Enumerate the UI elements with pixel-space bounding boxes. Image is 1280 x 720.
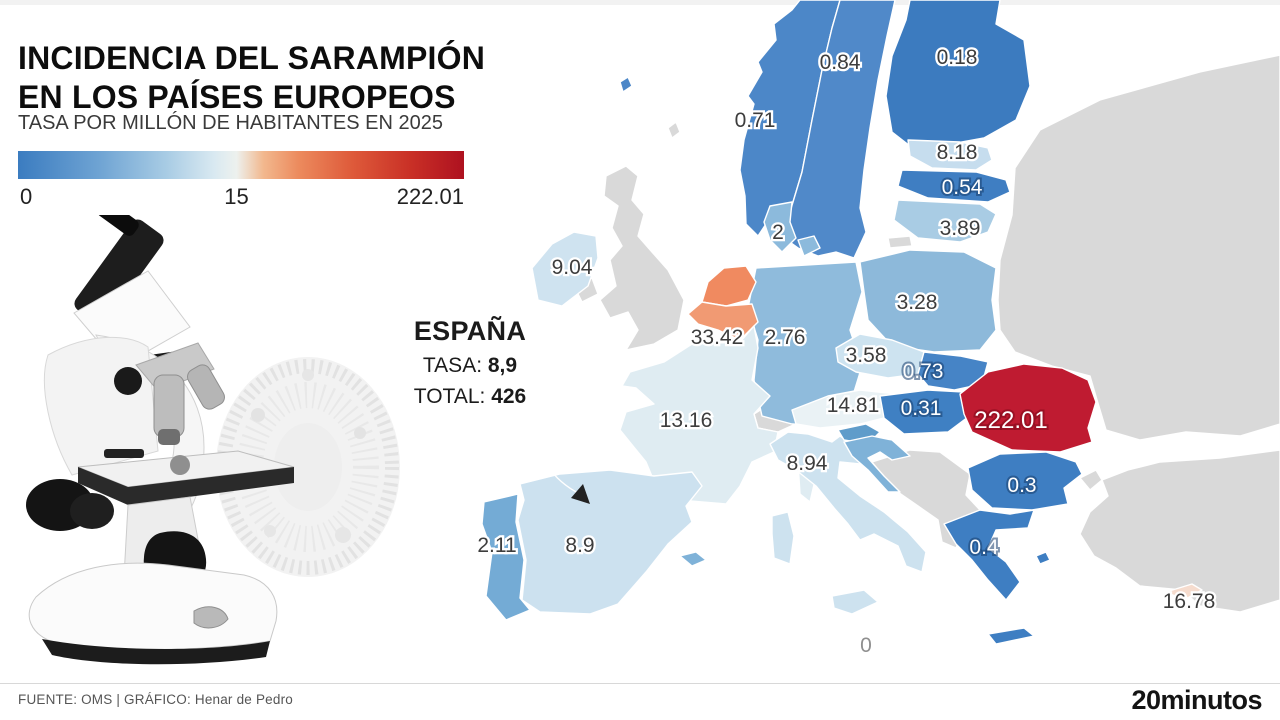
country-denmark (763, 201, 797, 253)
spain-callout-arrow (527, 419, 590, 504)
country-sweden (783, 0, 896, 259)
country-shetland (667, 121, 681, 139)
country-faroe-islands (619, 76, 633, 93)
spain-callout-title: ESPAÑA (413, 316, 527, 346)
country-france (619, 325, 779, 505)
value-label-austria: 14.81 (827, 394, 880, 417)
country-bulgaria (967, 451, 1083, 511)
country-romania (959, 363, 1097, 453)
value-label-finland: 0.18 (937, 46, 978, 69)
country-balearic-islands (679, 551, 707, 567)
value-label-czechia: 3.58 (846, 344, 887, 367)
value-label-norway: 0.71 (735, 109, 776, 132)
country-greek-islands (1035, 551, 1051, 565)
europe-choropleth-map: 0.71 0.84 0.18 8.18 0.54 3.89 2 9.04 33.… (475, 0, 1280, 659)
total-label: TOTAL: (413, 385, 486, 408)
country-turkey (1079, 449, 1280, 613)
country-hungary (879, 389, 973, 435)
country-portugal (481, 493, 531, 621)
page-subtitle: TASA POR MILLÓN DE HABITANTES EN 2025 (18, 112, 443, 134)
footer-divider (0, 683, 1280, 684)
spain-callout: ESPAÑA TASA: 8,9 TOTAL: 426 (394, 316, 546, 409)
value-label-netherlands: 33.42 (691, 326, 744, 349)
country-finland (885, 0, 1031, 147)
tasa-label: TASA: (422, 354, 483, 377)
color-scale-gradient-bar (18, 151, 464, 179)
country-slovakia (917, 351, 989, 391)
value-label-lithuania: 3.89 (940, 217, 981, 240)
value-label-estonia: 8.18 (937, 141, 978, 164)
value-label-sweden: 0.84 (820, 51, 861, 74)
scale-max-label: 222.01 (396, 184, 464, 209)
country-denmark-island (797, 235, 821, 257)
source-credit: FUENTE: OMS | GRÁFICO: Henar de Pedro (18, 692, 293, 707)
value-label-italy: 8.94 (787, 452, 828, 475)
country-belgium (687, 301, 759, 341)
spain-callout-tasa: TASA: 8,9 (394, 354, 546, 378)
value-label-latvia: 0.54 (942, 176, 983, 199)
country-kaliningrad (887, 235, 913, 249)
color-scale-labels: 0 15 222.01 (18, 184, 464, 212)
scale-min-label: 0 (20, 184, 33, 209)
country-estonia (907, 139, 993, 171)
country-turkey-thrace (1079, 469, 1103, 491)
value-label-portugal: 2.11 (477, 534, 516, 557)
country-italy (769, 431, 927, 573)
value-label-denmark: 2 (772, 221, 784, 244)
country-russia-belarus-ukraine (997, 54, 1280, 441)
tasa-value: 8,9 (487, 354, 518, 377)
brand-logo: 20minutos (1131, 685, 1262, 715)
value-label-greece: 0.4 (969, 536, 999, 559)
country-united-kingdom (599, 165, 685, 351)
value-label-malta: 0 (860, 634, 872, 657)
country-sicily (831, 589, 879, 615)
spain-callout-total: TOTAL: 426 (394, 385, 546, 409)
country-lithuania (893, 199, 997, 243)
country-netherlands (701, 265, 757, 307)
country-sardinia (771, 511, 795, 565)
value-label-slovakia: 0.73 (903, 360, 944, 383)
value-label-france: 13.16 (660, 409, 713, 432)
microscope-body (26, 215, 295, 665)
value-label-bulgaria: 0.3 (1007, 474, 1036, 497)
page-title: INCIDENCIA DEL SARAMPIÓN EN LOS PAÍSES E… (18, 39, 485, 117)
scale-mid-label: 15 (224, 184, 249, 209)
total-value: 426 (491, 385, 527, 408)
microscope-illustration (26, 215, 400, 665)
value-label-spain: 8.9 (565, 534, 594, 557)
value-label-ireland: 9.04 (552, 256, 593, 279)
top-border-strip (0, 0, 1280, 5)
country-latvia (897, 169, 1011, 203)
value-label-germany: 2.76 (765, 326, 806, 349)
country-greece (943, 509, 1035, 601)
value-label-hungary: 0.31 (901, 397, 942, 420)
title-line-2: EN LOS PAÍSES EUROPEOS (18, 79, 456, 116)
country-croatia (843, 435, 911, 493)
country-poland (859, 249, 997, 353)
value-label-romania: 222.01 (974, 407, 1047, 434)
country-cyprus (1165, 583, 1203, 601)
country-ireland (531, 231, 599, 307)
value-label-cyprus: 16.78 (1163, 590, 1216, 613)
title-line-1: INCIDENCIA DEL SARAMPIÓN (18, 40, 486, 77)
value-label-poland: 3.28 (897, 291, 938, 314)
country-crete (987, 627, 1035, 645)
country-spain (517, 469, 703, 615)
